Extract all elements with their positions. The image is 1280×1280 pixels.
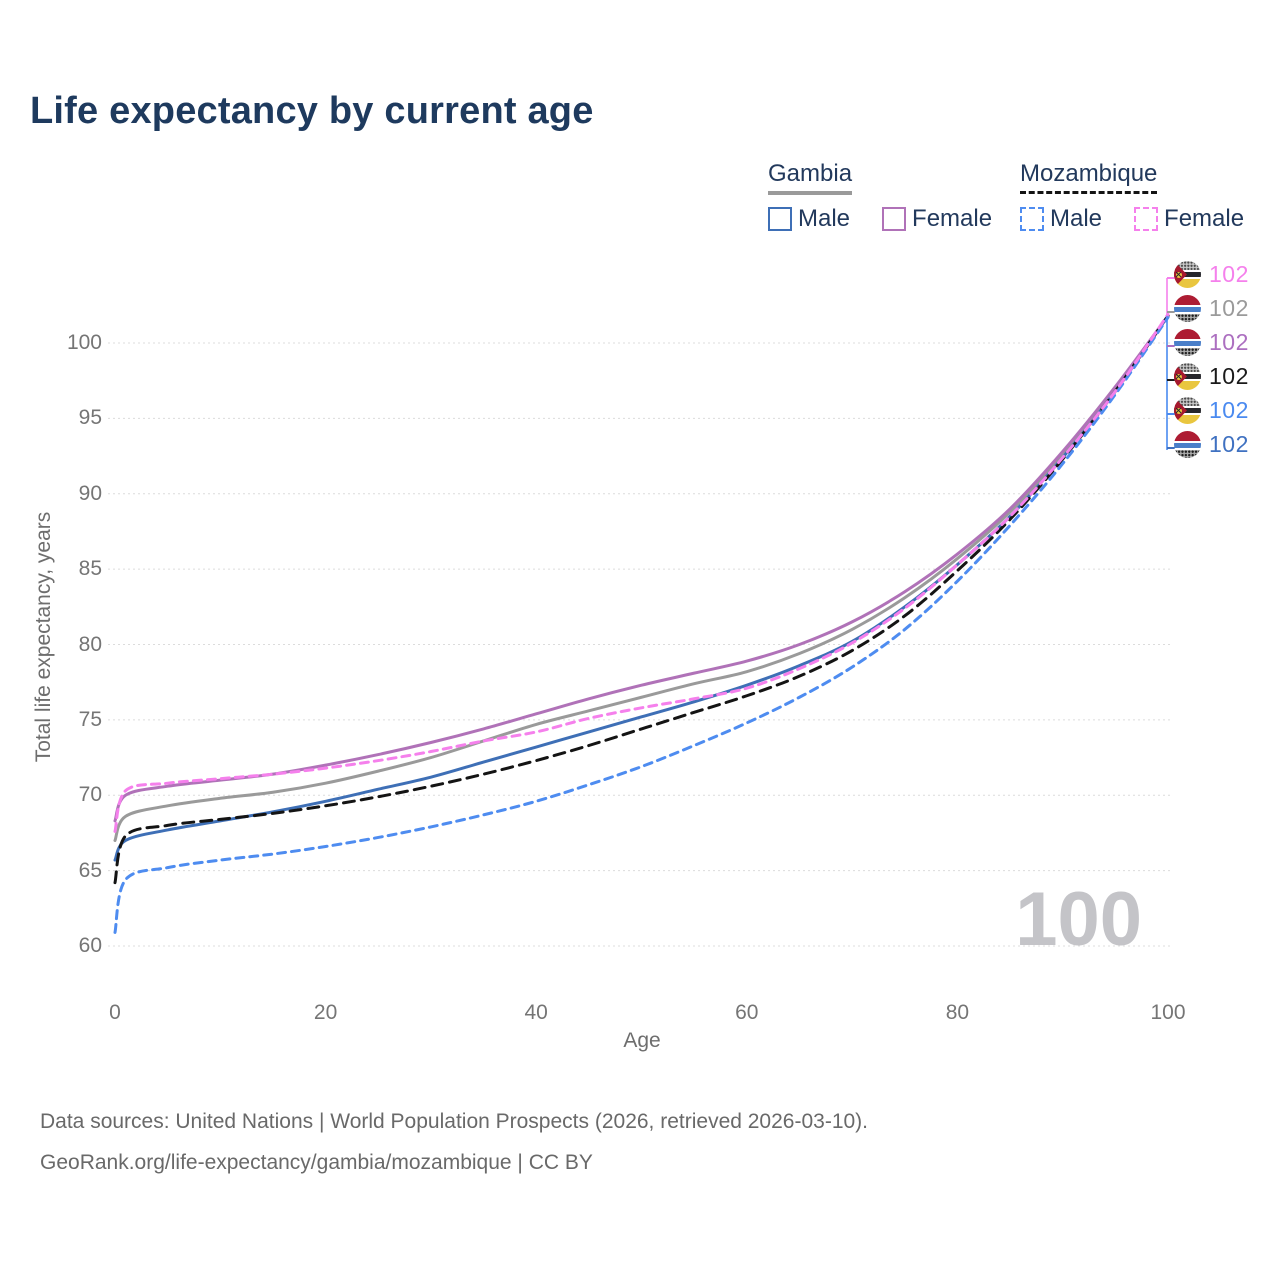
y-tick-label: 85 [78, 557, 102, 581]
end-label-gambia-both-sexes: 102 [1174, 295, 1249, 322]
page-title: Life expectancy by current age [30, 90, 594, 132]
y-tick-label: 60 [78, 934, 102, 957]
legend-item-gambia-female[interactable]: Female [882, 205, 992, 233]
gambia-flag-icon [1174, 295, 1201, 322]
end-value: 102 [1209, 363, 1249, 389]
x-tick-label: 0 [109, 1001, 121, 1024]
end-label-mozambique-both-sexes: 102 [1174, 363, 1249, 390]
legend-item-mozambique-female[interactable]: Female [1134, 205, 1244, 233]
series-line-gambia-both-sexes [113, 314, 1170, 842]
mozambique-male-swatch [1020, 207, 1044, 231]
age-watermark: 100 [1015, 877, 1142, 962]
legend-group-mozambique[interactable]: Mozambique [1020, 160, 1158, 194]
y-tick-label: 75 [78, 707, 102, 731]
mozambique-female-swatch [1134, 207, 1159, 231]
y-axis-title: Total life expectancy, years [32, 511, 55, 763]
end-value: 102 [1209, 261, 1249, 287]
y-tick-label: 70 [78, 783, 102, 807]
legend-item-mozambique-male[interactable]: Male [1020, 205, 1102, 233]
series-line-gambia-female [113, 314, 1170, 823]
end-value: 102 [1209, 329, 1249, 355]
end-value: 102 [1209, 431, 1249, 457]
mozambique-flag-icon [1174, 397, 1201, 424]
x-axis-title: Age [623, 1029, 661, 1052]
series-line-mozambique-female [113, 312, 1170, 833]
legend-item-gambia-male[interactable]: Male [768, 205, 850, 233]
gambia-male-swatch [768, 207, 792, 231]
series-line-gambia-male [113, 314, 1170, 862]
end-label-gambia-male: 102 [1174, 431, 1249, 458]
legend-item-label: Female [1164, 205, 1245, 232]
legend-item-label: Female [912, 205, 993, 232]
gambia-female-swatch [882, 207, 907, 231]
y-tick-label: 100 [66, 331, 102, 354]
legend-items-gambia: Male Female [768, 205, 992, 233]
end-label-mozambique-female: 102 [1174, 261, 1249, 288]
mozambique-flag-icon [1174, 261, 1201, 288]
x-tick-label: 40 [524, 1001, 548, 1024]
legend-item-label: Male [1050, 205, 1103, 232]
legend-items-mozambique: Male Female [1020, 205, 1244, 233]
end-label-gambia-female: 102 [1174, 329, 1249, 356]
x-tick-label: 100 [1150, 1001, 1186, 1024]
end-label-mozambique-male: 102 [1174, 397, 1249, 424]
y-tick-label: 65 [78, 858, 102, 882]
series-line-mozambique-male [113, 315, 1170, 934]
series-end-labels: 102 102 102 102 102 102 [1174, 261, 1249, 458]
y-tick-label: 90 [78, 481, 102, 505]
gambia-flag-icon [1174, 431, 1201, 458]
legend-item-label: Male [798, 205, 851, 232]
x-tick-label: 20 [313, 1001, 338, 1024]
mozambique-flag-icon [1174, 363, 1201, 390]
gambia-flag-icon [1174, 329, 1201, 356]
legend-group-gambia[interactable]: Gambia [768, 160, 853, 195]
x-tick-label: 60 [735, 1001, 759, 1024]
data-sources-text: Data sources: United Nations | World Pop… [40, 1110, 869, 1133]
y-tick-label: 80 [78, 632, 102, 656]
end-value: 102 [1209, 295, 1249, 321]
y-tick-label: 95 [78, 406, 102, 430]
series-line-mozambique-both-sexes [113, 314, 1170, 885]
attribution-text: GeoRank.org/life-expectancy/gambia/mozam… [40, 1151, 593, 1174]
x-tick-label: 80 [945, 1001, 970, 1024]
end-value: 102 [1209, 397, 1249, 423]
